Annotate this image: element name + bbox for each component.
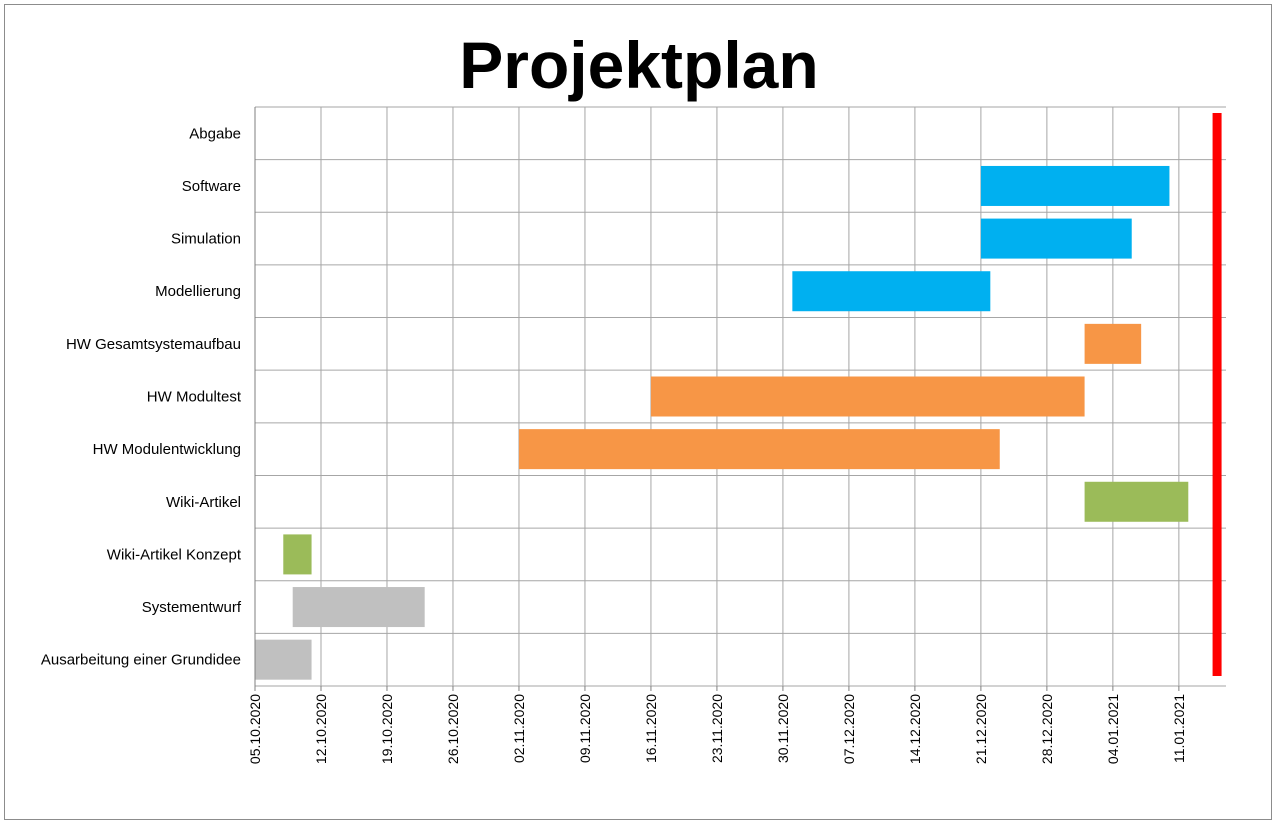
x-tick-label: 07.12.2020: [841, 694, 857, 764]
category-label: Ausarbeitung einer Grundidee: [41, 652, 241, 669]
x-tick-label: 23.11.2020: [709, 694, 725, 763]
task-bar: [1084, 323, 1142, 364]
x-tick-label: 14.12.2020: [907, 694, 923, 764]
x-tick-label: 26.10.2020: [445, 694, 461, 764]
category-label: Wiki-Artikel Konzept: [107, 546, 242, 563]
category-label: Abgabe: [189, 125, 241, 142]
x-tick-label: 30.11.2020: [775, 694, 791, 763]
tick-labels: 05.10.2020 12.10.2020 19.10.2020 26.10.2020…: [247, 694, 1187, 764]
category-label: Simulation: [171, 231, 241, 248]
task-bar: [292, 587, 425, 628]
x-tick-label: 05.10.2020: [247, 694, 263, 764]
x-tick-label: 12.10.2020: [313, 694, 329, 764]
category-label: Modellierung: [155, 283, 241, 300]
task-bar: [255, 639, 312, 680]
x-tick-label: 02.11.2020: [511, 694, 527, 763]
category-label: Wiki-Artikel: [166, 494, 241, 511]
x-tick-label: 21.12.2020: [973, 694, 989, 764]
x-tick-label: 11.01.2021: [1171, 694, 1187, 763]
x-tick-label: 28.12.2020: [1039, 694, 1055, 764]
category-label: HW Gesamtsystemaufbau: [66, 336, 241, 353]
task-bar: [980, 218, 1132, 259]
chart-title: Projektplan: [459, 28, 818, 102]
bars: [255, 113, 1222, 680]
task-bar: [1084, 481, 1189, 522]
category-label: Software: [182, 178, 241, 195]
deadline-marker: [1212, 113, 1222, 676]
task-bar: [650, 376, 1085, 417]
x-tick-label: 04.01.2021: [1105, 694, 1121, 764]
task-bar: [283, 534, 312, 575]
task-bar: [980, 165, 1170, 206]
task-bar: [792, 271, 991, 312]
category-label: HW Modulentwicklung: [93, 441, 241, 458]
category-label: Systementwurf: [142, 599, 242, 616]
category-label: HW Modultest: [147, 389, 242, 406]
x-tick-label: 09.11.2020: [577, 694, 593, 763]
x-tick-label: 16.11.2020: [643, 694, 659, 763]
axes: [254, 107, 1180, 691]
x-tick-label: 19.10.2020: [379, 694, 395, 764]
category-labels: Abgabe Software Simulation Modellierung HW G…: [41, 125, 242, 668]
task-bar: [518, 429, 1000, 470]
